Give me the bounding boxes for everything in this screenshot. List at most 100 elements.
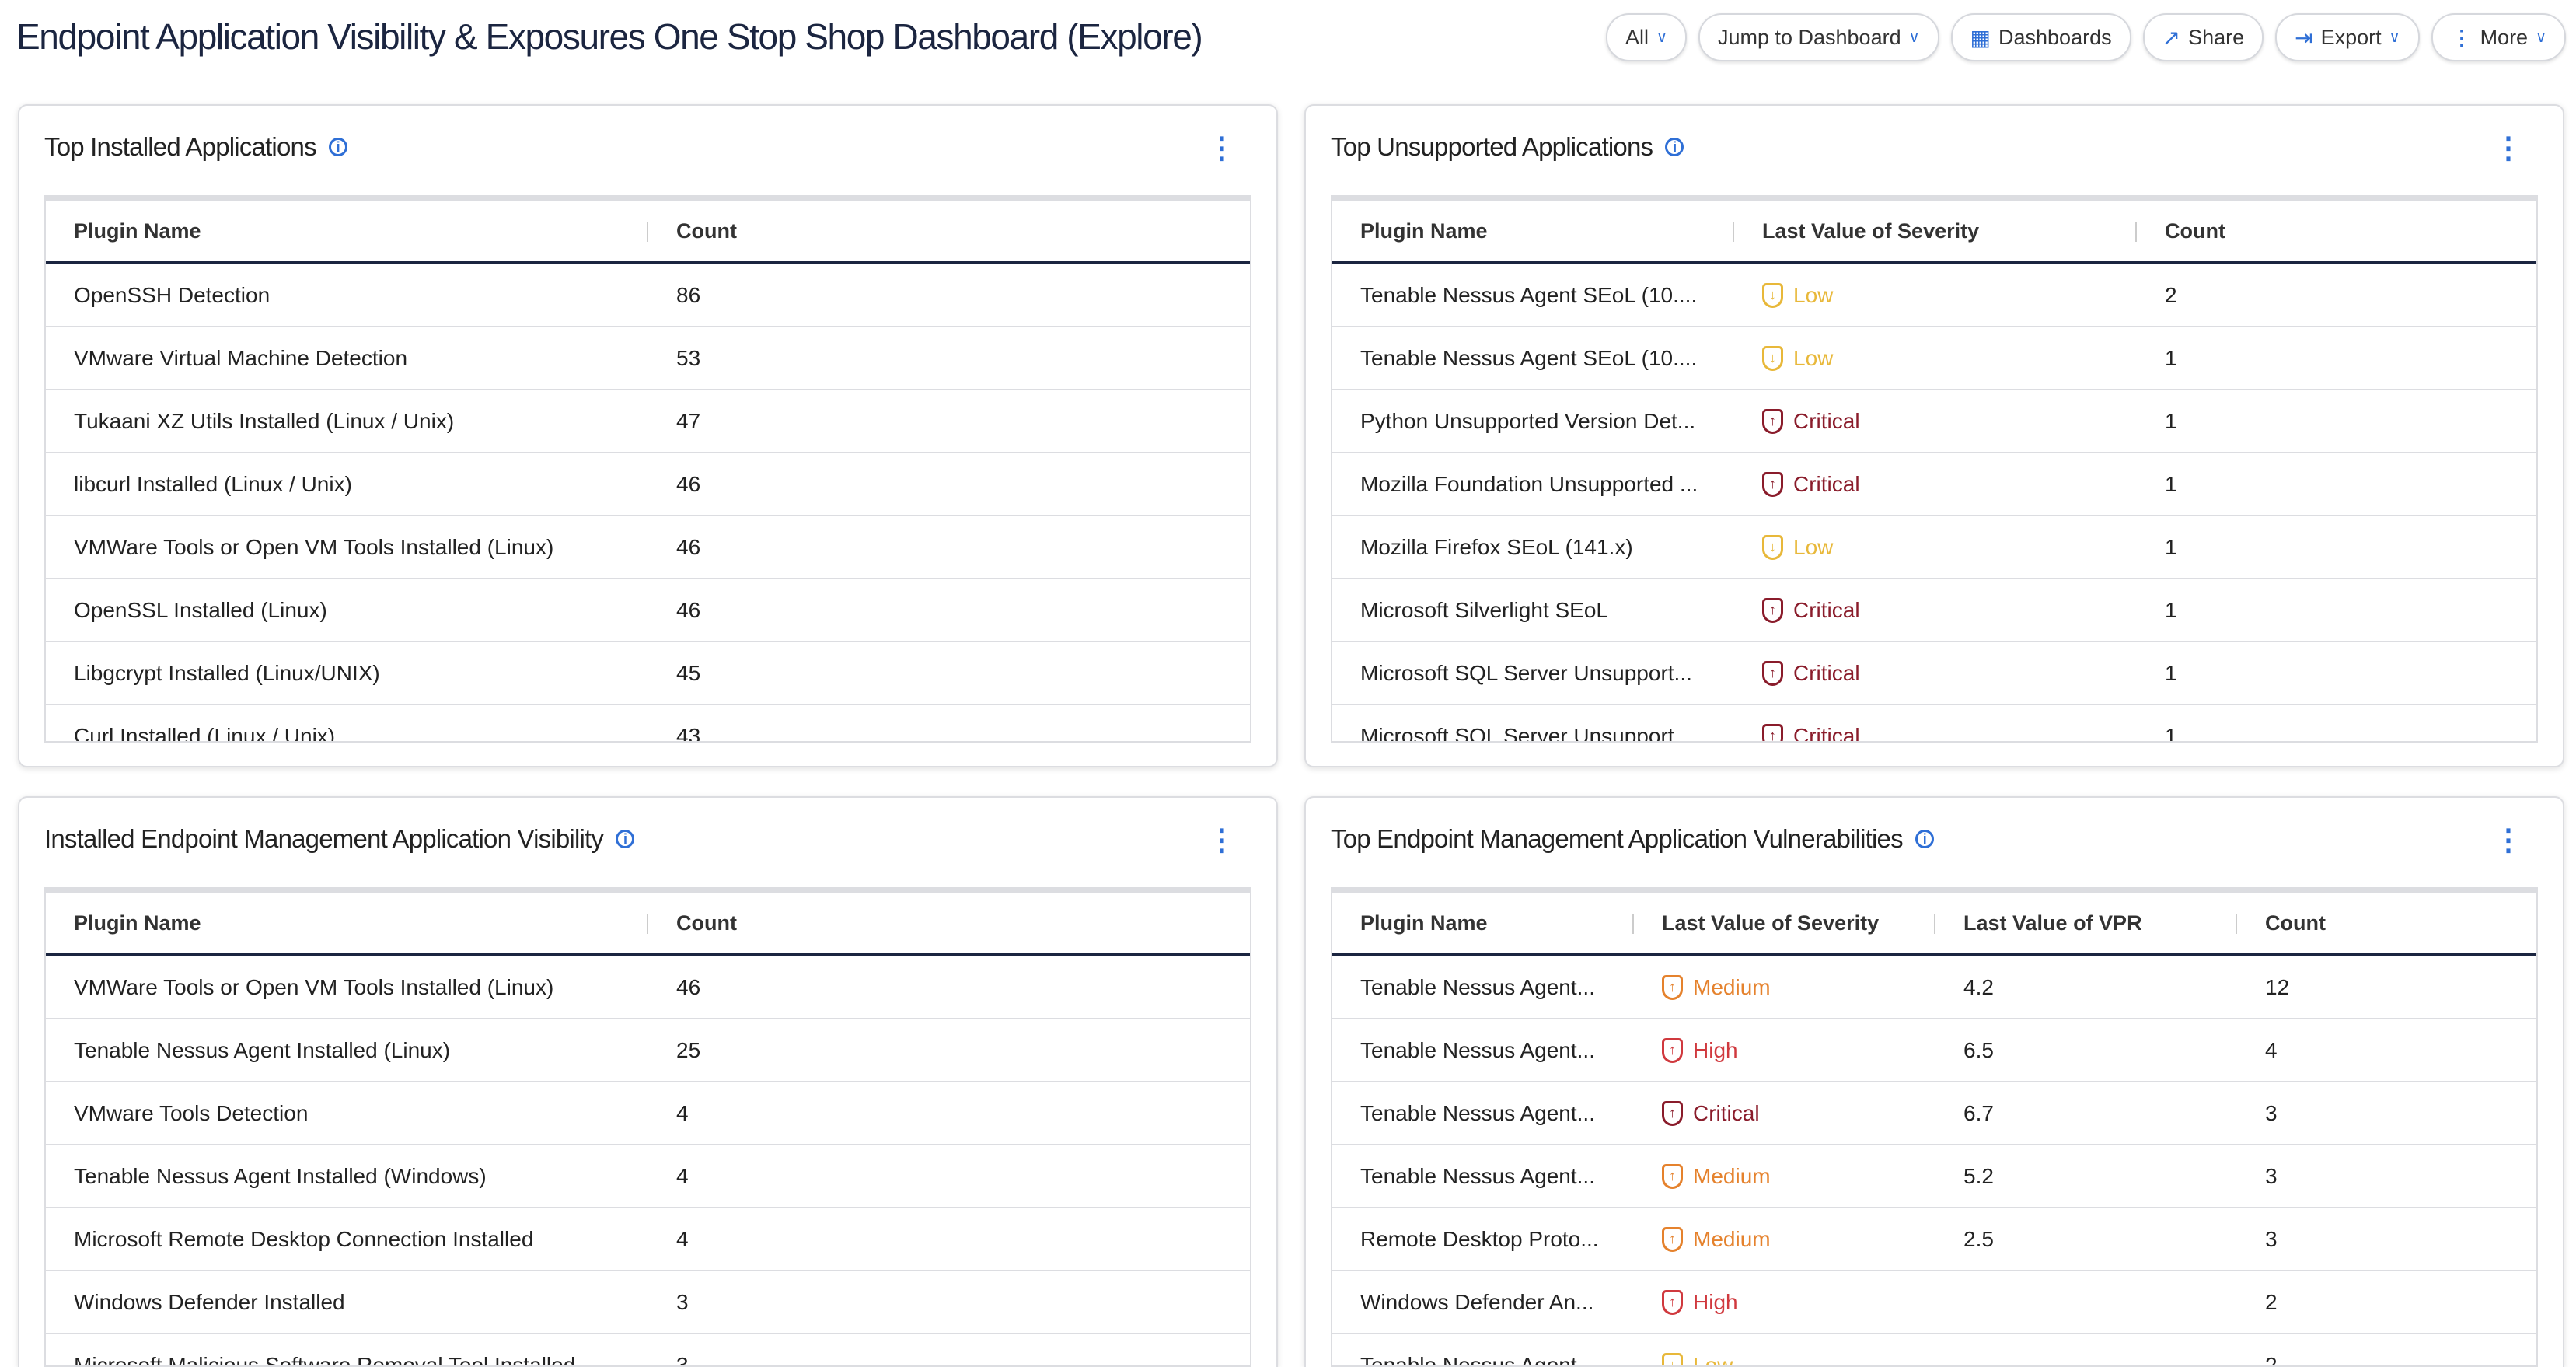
- info-icon[interactable]: i: [1915, 830, 1934, 848]
- panel-title: Top Installed Applications: [44, 132, 317, 161]
- severity-cell: ↑ Medium: [1634, 1226, 1935, 1252]
- cell-plugin-name: VMware Tools Detection: [74, 1100, 309, 1125]
- cell-plugin-name: Windows Defender An...: [1360, 1289, 1594, 1314]
- cell-plugin-name: Mozilla Firefox SEoL (141.x): [1360, 534, 1633, 559]
- more-vertical-icon: ⋮: [2450, 25, 2473, 50]
- jump-to-dashboard-button[interactable]: Jump to Dashboard ∨: [1698, 13, 1939, 61]
- cell-last-value-of-vpr: 6.7: [1963, 1100, 1994, 1125]
- table-row[interactable]: Tenable Nessus Agent Installed (Windows)…: [46, 1145, 1250, 1208]
- more-button[interactable]: ⋮ More ∨: [2431, 13, 2566, 61]
- table-row[interactable]: Tenable Nessus Agent Installed (Linux) 25: [46, 1019, 1250, 1082]
- table-row[interactable]: Microsoft Silverlight SEoL ↑ Critical 1: [1332, 579, 2536, 642]
- table-row[interactable]: Curl Installed (Linux / Unix) 43: [46, 705, 1250, 743]
- column-header-count[interactable]: Count: [676, 219, 737, 243]
- dashboards-button[interactable]: ▦ Dashboards: [1950, 13, 2131, 61]
- cell-last-value-of-vpr: 4.2: [1963, 974, 1994, 999]
- table-row[interactable]: Microsoft Remote Desktop Connection Inst…: [46, 1208, 1250, 1271]
- severity-shield-icon: ↑: [1762, 471, 1783, 497]
- cell-count: 3: [2265, 1100, 2278, 1125]
- table-row[interactable]: VMWare Tools or Open VM Tools Installed …: [46, 956, 1250, 1019]
- table-row[interactable]: Windows Defender Installed 3: [46, 1271, 1250, 1334]
- table-row[interactable]: Tenable Nessus Agent... ↑ High 6.5 4: [1332, 1019, 2536, 1082]
- data-table[interactable]: Plugin Name Last Value of Severity Count Te…: [1331, 195, 2538, 743]
- table-row[interactable]: Tenable Nessus Agent... ↑ Medium 4.2 12: [1332, 956, 2536, 1019]
- cell-count: 1: [2165, 660, 2177, 685]
- cell-plugin-name: Curl Installed (Linux / Unix): [74, 723, 336, 743]
- table-row[interactable]: Tenable Nessus Agent... ↑ Medium 5.2 3: [1332, 1145, 2536, 1208]
- severity-cell: ↑ Critical: [1734, 471, 2137, 497]
- column-header-plugin-name[interactable]: Plugin Name: [46, 219, 648, 243]
- cell-count: 12: [2265, 974, 2290, 999]
- cell-count: 1: [2165, 723, 2177, 743]
- panel-menu-icon[interactable]: ⋮: [2494, 824, 2523, 857]
- table-row[interactable]: VMware Virtual Machine Detection 53: [46, 327, 1250, 390]
- cell-plugin-name: VMware Virtual Machine Detection: [74, 345, 408, 370]
- severity-label: Medium: [1693, 1226, 1771, 1251]
- all-button[interactable]: All ∨: [1606, 13, 1687, 61]
- cell-plugin-name: Tenable Nessus Agent...: [1360, 1037, 1595, 1062]
- table-header: Plugin Name Count: [46, 893, 1250, 956]
- cell-count: 2: [2265, 1352, 2278, 1367]
- table-row[interactable]: Microsoft SQL Server Unsupport... ↑ Critic…: [1332, 705, 2536, 743]
- column-header-count[interactable]: Count: [2165, 219, 2225, 243]
- table-row[interactable]: Microsoft SQL Server Unsupport... ↑ Critic…: [1332, 642, 2536, 705]
- column-header-count[interactable]: Count: [676, 911, 737, 935]
- table-row[interactable]: Mozilla Firefox SEoL (141.x) ↓ Low 1: [1332, 516, 2536, 579]
- severity-label: Critical: [1793, 660, 1860, 685]
- cell-count: 4: [676, 1226, 689, 1251]
- export-icon: ⇥: [2295, 25, 2313, 50]
- table-row[interactable]: Windows Defender An... ↑ High 2: [1332, 1271, 2536, 1334]
- cell-plugin-name: Remote Desktop Proto...: [1360, 1226, 1599, 1251]
- cell-plugin-name: Microsoft Remote Desktop Connection Inst…: [74, 1226, 534, 1251]
- cell-last-value-of-vpr: 6.5: [1963, 1037, 1994, 1062]
- table-row[interactable]: VMWare Tools or Open VM Tools Installed …: [46, 516, 1250, 579]
- table-row[interactable]: Tenable Nessus Agent... ↓ Low 2: [1332, 1334, 2536, 1367]
- column-header-plugin-name[interactable]: Plugin Name: [1332, 219, 1734, 243]
- panel-menu-icon[interactable]: ⋮: [2494, 132, 2523, 165]
- info-icon[interactable]: i: [328, 138, 347, 156]
- severity-cell: ↑ Medium: [1634, 1163, 1935, 1189]
- cell-count: 1: [2165, 408, 2177, 433]
- data-table[interactable]: Plugin Name Count OpenSSH Detection 86 VMwar…: [44, 195, 1251, 743]
- panel-title: Installed Endpoint Management Applicatio…: [44, 824, 604, 853]
- table-row[interactable]: VMware Tools Detection 4: [46, 1082, 1250, 1145]
- info-icon[interactable]: i: [1665, 138, 1684, 156]
- severity-shield-icon: ↑: [1662, 1163, 1683, 1189]
- panel-menu-icon[interactable]: ⋮: [1207, 824, 1237, 857]
- panel-menu-icon[interactable]: ⋮: [1207, 132, 1237, 165]
- severity-label: High: [1693, 1289, 1738, 1314]
- column-header-last-value-of-vpr[interactable]: Last Value of VPR: [1935, 911, 2237, 935]
- table-row[interactable]: OpenSSH Detection 86: [46, 264, 1250, 327]
- data-table[interactable]: Plugin Name Count VMWare Tools or Open VM …: [44, 887, 1251, 1367]
- table-row[interactable]: Tenable Nessus Agent SEoL (10.... ↓ Low 1: [1332, 327, 2536, 390]
- data-table[interactable]: Plugin Name Last Value of Severity Last Va…: [1331, 887, 2538, 1367]
- cell-count: 1: [2165, 534, 2177, 559]
- severity-shield-icon: ↑: [1762, 723, 1783, 741]
- column-header-plugin-name[interactable]: Plugin Name: [46, 911, 648, 935]
- table-row[interactable]: Remote Desktop Proto... ↑ Medium 2.5 3: [1332, 1208, 2536, 1271]
- column-header-last-value-of-severity[interactable]: Last Value of Severity: [1734, 219, 2137, 243]
- info-icon[interactable]: i: [616, 830, 635, 848]
- share-button[interactable]: ↗ Share: [2142, 13, 2264, 61]
- cell-count: 86: [676, 282, 701, 307]
- table-row[interactable]: Mozilla Foundation Unsupported ... ↑ Criti…: [1332, 453, 2536, 516]
- export-button[interactable]: ⇥ Export ∨: [2275, 13, 2420, 61]
- table-row[interactable]: Python Unsupported Version Det... ↑ Critic…: [1332, 390, 2536, 453]
- table-row[interactable]: Libgcrypt Installed (Linux/UNIX) 45: [46, 642, 1250, 705]
- table-row[interactable]: Tukaani XZ Utils Installed (Linux / Unix…: [46, 390, 1250, 453]
- cell-count: 25: [676, 1037, 701, 1062]
- table-row[interactable]: Tenable Nessus Agent SEoL (10.... ↓ Low 2: [1332, 264, 2536, 327]
- cell-count: 4: [676, 1163, 689, 1188]
- column-header-plugin-name[interactable]: Plugin Name: [1332, 911, 1634, 935]
- table-row[interactable]: libcurl Installed (Linux / Unix) 46: [46, 453, 1250, 516]
- severity-cell: ↑ Critical: [1734, 660, 2137, 686]
- column-header-count[interactable]: Count: [2265, 911, 2326, 935]
- cell-plugin-name: libcurl Installed (Linux / Unix): [74, 471, 352, 496]
- table-row[interactable]: Microsoft Malicious Software Removal Too…: [46, 1334, 1250, 1366]
- column-header-last-value-of-severity[interactable]: Last Value of Severity: [1634, 911, 1935, 935]
- table-row[interactable]: OpenSSL Installed (Linux) 46: [46, 579, 1250, 642]
- table-row[interactable]: Tenable Nessus Agent... ↑ Critical 6.7 3: [1332, 1082, 2536, 1145]
- more-label: More: [2480, 25, 2529, 49]
- severity-shield-icon: ↑: [1662, 1037, 1683, 1063]
